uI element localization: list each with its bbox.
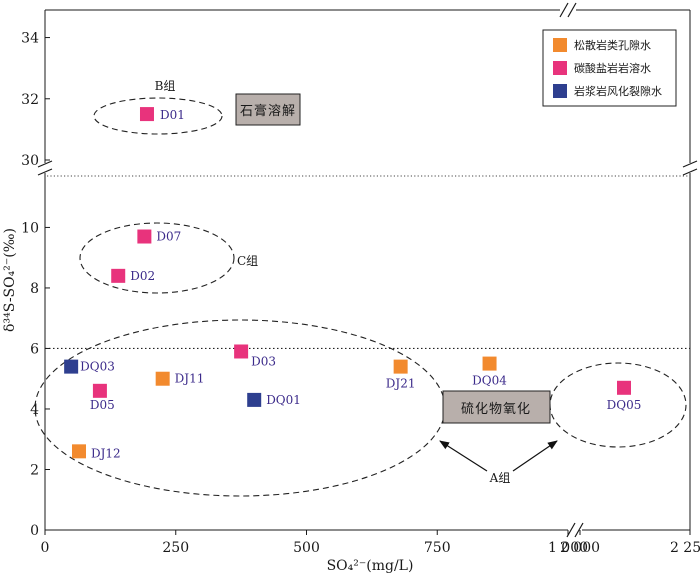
x-tick-label: 750	[424, 540, 451, 556]
y-tick-label: 32	[21, 92, 39, 108]
point-label-d01: D01	[160, 108, 185, 122]
break-slash	[559, 2, 569, 18]
x-tick-label: 250	[162, 540, 189, 556]
point-label-dq01: DQ01	[266, 393, 301, 407]
group-ellipses: B组 C组 A组	[34, 79, 687, 497]
point-label-d05: D05	[90, 398, 115, 412]
x-break-mark-bottom	[566, 522, 584, 538]
point-dq03	[64, 359, 79, 374]
group-b-ellipse	[93, 97, 223, 135]
y-tick-label: 6	[30, 341, 39, 357]
point-d02	[111, 268, 126, 283]
break-slash	[574, 522, 584, 538]
point-label-dq04: DQ04	[472, 374, 507, 388]
y-tick-label: 4	[30, 402, 39, 418]
x-tick-label: 2 000	[560, 540, 600, 556]
legend-swatch	[553, 61, 567, 75]
break-slash	[682, 168, 698, 176]
point-d07	[137, 229, 152, 244]
break-slash	[37, 160, 53, 168]
x-tick-label: 0	[41, 540, 50, 556]
gypsum-box	[235, 93, 301, 126]
legend-label: 松散岩类孔隙水	[574, 38, 651, 52]
point-label-dq03: DQ03	[80, 360, 115, 374]
y-tick-label: 2	[30, 462, 39, 478]
x-tick-label: 500	[293, 540, 320, 556]
legend-label: 岩浆岩风化裂隙水	[574, 84, 662, 98]
sulfide-box	[442, 390, 551, 424]
legend-label: 碳酸盐岩岩溶水	[574, 61, 651, 75]
group-c-label: C组	[237, 254, 258, 268]
point-d01	[139, 107, 154, 122]
point-dq04	[482, 356, 497, 371]
break-slash	[682, 160, 698, 168]
point-d03	[234, 344, 249, 359]
legend-swatch	[553, 38, 567, 52]
point-label-d03: D03	[251, 354, 276, 368]
point-dj12	[71, 444, 86, 459]
point-label-d02: D02	[130, 269, 155, 283]
point-label-dj12: DJ12	[91, 446, 121, 460]
y-tick-label: 34	[21, 31, 39, 47]
point-dq05	[617, 380, 631, 395]
y-tick-label: 10	[21, 220, 39, 236]
point-label-d07: D07	[156, 230, 181, 244]
gypsum-box-label: 石膏溶解	[240, 103, 296, 119]
reference-lines	[45, 175, 690, 350]
arrow-to-group-a-right	[512, 440, 558, 472]
point-label-dj21: DJ21	[386, 377, 416, 391]
break-slash	[37, 168, 53, 176]
y-tick-label: 30	[21, 153, 39, 169]
legend-swatch	[553, 84, 567, 98]
y-break-mark-right	[682, 160, 698, 176]
group-c-ellipse	[79, 222, 235, 294]
y-break-mark-left	[37, 160, 53, 176]
x-axis-title: SO₄²⁻(mg/L)	[327, 558, 414, 574]
group-a-label: A组	[489, 471, 511, 485]
point-d05	[92, 383, 107, 398]
point-label-dq05: DQ05	[607, 398, 642, 412]
point-dj11	[155, 371, 170, 386]
x-tick-label: 2 250	[670, 540, 700, 556]
x-break-mark-top	[559, 2, 577, 18]
x-tick-label: 1 000	[548, 540, 588, 556]
y-axis-title: δ³⁴S-SO₄²⁻(‰)	[2, 228, 18, 332]
group-b-label: B组	[155, 79, 176, 93]
sulfide-box-label: 硫化物氧化	[461, 402, 531, 417]
arrow-to-group-a-left	[439, 440, 488, 472]
point-label-dj11: DJ11	[175, 372, 205, 386]
y-tick-label: 0	[30, 523, 39, 539]
point-dj21	[393, 359, 408, 374]
y-tick-label: 8	[30, 281, 39, 297]
point-dq01	[247, 392, 262, 407]
break-slash	[567, 2, 577, 18]
data-points: DJ11 DJ12 DJ21 DQ04 D01 D07 D02 D03 D05 DQ05 DQ03 D…	[64, 107, 641, 460]
